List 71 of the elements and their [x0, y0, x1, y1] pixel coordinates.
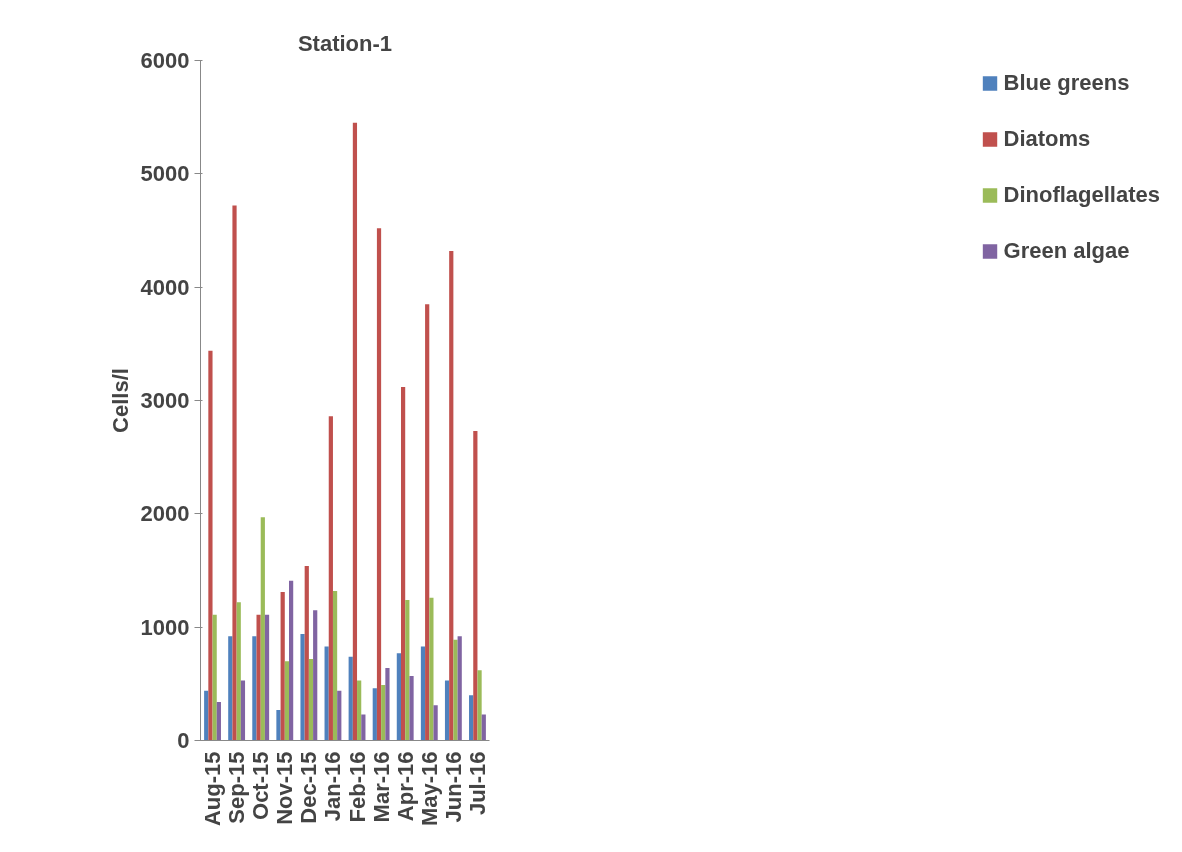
bar	[264, 614, 270, 741]
x-tick-label: Oct-15	[248, 751, 274, 820]
bar	[212, 614, 217, 741]
x-tick-label: Mar-16	[368, 751, 394, 823]
y-tick-label: 4000	[140, 274, 190, 300]
bar	[289, 580, 294, 741]
bar	[425, 304, 430, 741]
bar	[420, 646, 426, 741]
y-tick-label: 5000	[140, 161, 190, 187]
bar	[276, 709, 281, 741]
legend-label: Green algae	[1003, 238, 1130, 264]
bar	[376, 228, 382, 741]
bar	[240, 680, 246, 741]
y-tick-label: 2000	[140, 501, 190, 527]
bar	[256, 614, 261, 741]
chart-title: Station-1	[297, 30, 393, 56]
bar	[332, 590, 338, 741]
bar	[477, 670, 482, 741]
bar	[357, 680, 362, 741]
x-tick-label: Feb-16	[344, 751, 370, 823]
x-tick-label: Dec-15	[296, 751, 322, 824]
y-tick-label: 1000	[140, 614, 190, 640]
x-tick-label: Jul-16	[464, 751, 490, 816]
bar	[405, 599, 410, 741]
bar	[252, 636, 257, 741]
bar	[313, 610, 318, 741]
bar	[236, 602, 241, 741]
bar	[449, 250, 454, 741]
bar	[381, 684, 386, 741]
bar	[260, 517, 265, 741]
y-tick-label: 6000	[140, 48, 190, 73]
legend-label: Blue greens	[1003, 70, 1130, 96]
bar	[352, 122, 358, 741]
bar	[372, 688, 377, 741]
bar	[433, 705, 438, 741]
bar	[409, 675, 414, 741]
bar	[300, 633, 305, 741]
y-axis-title: Cells/l	[107, 368, 133, 433]
bar	[324, 646, 329, 741]
bar	[481, 714, 486, 741]
bar	[232, 205, 237, 741]
bar	[216, 701, 221, 741]
bar	[284, 661, 290, 741]
x-tick-label: Sep-15	[224, 751, 250, 824]
bar	[361, 714, 366, 741]
bar	[444, 680, 450, 741]
legend-label: Diatoms	[1003, 126, 1091, 152]
bar	[469, 695, 474, 741]
x-tick-label: Jan-16	[320, 751, 346, 822]
bar	[429, 597, 434, 741]
bar	[328, 416, 333, 741]
legend-label: Dinoflagellates	[1003, 182, 1160, 208]
bar	[473, 431, 478, 741]
bar	[385, 667, 390, 741]
bar	[457, 636, 462, 741]
x-tick-label: Nov-15	[272, 751, 298, 825]
bar	[396, 653, 401, 741]
bar	[348, 656, 353, 741]
bar	[400, 386, 406, 741]
bar	[337, 690, 342, 741]
bar	[280, 592, 285, 741]
x-tick-label: Apr-16	[392, 751, 418, 822]
bar	[208, 350, 213, 741]
bar	[228, 636, 233, 741]
bar	[304, 565, 309, 741]
bar	[204, 690, 209, 741]
bar	[453, 639, 458, 741]
bar	[308, 658, 314, 741]
x-tick-label: Aug-15	[200, 751, 226, 827]
y-tick-label: 3000	[140, 388, 190, 413]
y-tick-label: 0	[177, 728, 190, 753]
